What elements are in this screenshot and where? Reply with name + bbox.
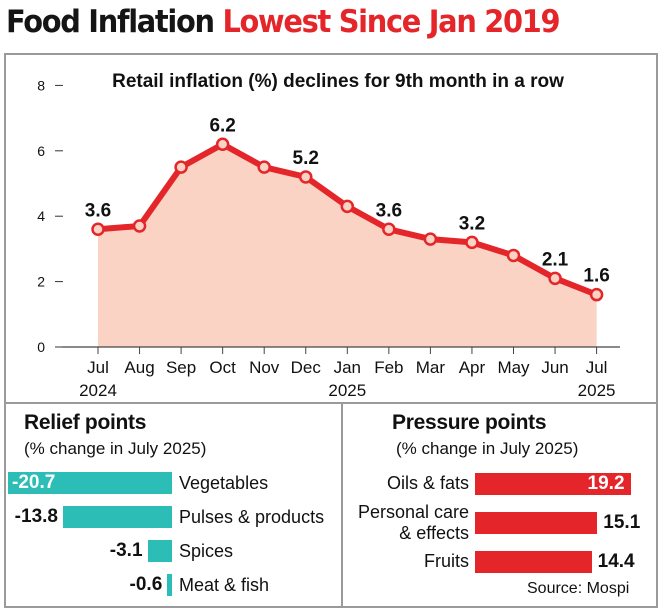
y-tick-label: 8 [37,77,45,93]
pressure-label-oils-fats: Oils & fats [386,473,469,493]
source-note: Source: Mospi [527,580,630,597]
headline-part1: Food Inflation [6,4,215,40]
pressure-bar-fruits [475,551,592,573]
relief-title: Relief points [24,411,147,434]
relief-label-spices: Spices [179,541,234,561]
pressure-bar-oils-fats [475,473,631,495]
x-tick-label: Oct [209,358,236,377]
data-point [174,160,188,174]
data-label: 2.1 [542,249,569,270]
relief-subtitle: (% change in July 2025) [24,439,207,458]
data-label-layer: 3.6 6.2 5.2 3.6 3.2 2.1 1.6 [85,115,610,286]
pressure-value-personal-care: 15.1 [603,512,641,533]
x-year-label: 2025 [328,381,366,400]
x-year-label: 2025 [578,381,616,400]
data-point [215,137,230,152]
pressure-subtitle: (% change in July 2025) [396,439,579,458]
data-label: 5.2 [293,148,319,169]
data-point [132,219,147,233]
y-tick-label: 4 [37,208,45,224]
data-point [465,235,479,250]
x-tick-label: Dec [291,358,322,377]
relief-value-pulses: -13.8 [14,506,58,527]
relief-label-vegetables: Vegetables [179,473,269,493]
data-point [506,248,521,263]
data-label: 6.2 [209,115,235,136]
data-label: 3.6 [85,200,111,221]
infographic-frame [4,53,658,608]
data-label: 3.6 [376,200,402,221]
data-label: 1.6 [583,266,609,287]
x-tick-label: Jul [586,358,608,377]
relief-bar-spices [147,540,172,562]
relief-value-meat-fish: -0.6 [129,574,163,595]
relief-value-spices: -3.1 [109,540,143,561]
area-fill [98,144,597,347]
data-point [589,287,604,302]
data-point [382,222,396,237]
data-label: 3.2 [459,213,485,234]
data-point [340,199,355,214]
relief-bar-vegetables [8,472,172,494]
relief-bar-meat-fish [167,574,172,596]
data-point [257,160,271,174]
chart-title: Retail inflation (%) declines for 9th mo… [112,71,564,92]
relief-label-meat-fish: Meat & fish [179,575,270,595]
x-tick-label: Feb [374,358,403,377]
pressure-value-fruits: 14.4 [597,551,635,572]
inflation-chart: Retail inflation (%) declines for 9th mo… [37,71,620,400]
x-tick-label: Jul [87,358,109,377]
pressure-label-fruits: Fruits [424,551,469,571]
area-layer [98,144,597,347]
x-tick-label: Apr [459,358,486,377]
panel-divider [341,402,343,608]
x-axis: Jul 2024 Aug Sep Oct Nov Dec Jan 2025 Feb Mar Apr Ma… [62,346,620,400]
y-tick-label: 2 [37,274,45,290]
data-point [299,170,313,184]
headline-part2: Lowest Since Jan 2019 [222,4,560,40]
x-tick-label: Jun [541,358,568,377]
x-tick-label: Nov [249,358,280,377]
y-tick-label: 0 [37,339,45,355]
section-divider [4,402,658,404]
relief-label-pulses: Pulses & products [179,507,325,527]
relief-value-vegetables: -20.7 [12,472,56,493]
pressure-value-oils-fats: 19.2 [587,473,625,494]
relief-bar-pulses [62,506,172,528]
x-year-label: 2024 [79,381,117,400]
pressure-bar-personal-care [475,512,598,534]
y-tick-label: 6 [37,143,45,159]
pressure-label-personal-care-line2: & effects [399,523,469,543]
x-tick-label: May [497,358,530,377]
pressure-title: Pressure points [392,411,547,434]
headline: Food Inflation Lowest Since Jan 2019 [6,4,561,52]
x-tick-label: Jan [334,358,361,377]
point-layer [91,137,604,302]
pressure-label-personal-care-line1: Personal care [357,502,469,522]
x-tick-label: Aug [124,358,154,377]
x-tick-label: Sep [166,358,196,377]
data-point [91,222,105,237]
x-tick-label: Mar [416,358,446,377]
data-point [423,232,438,246]
y-axis: 0 2 4 6 8 [37,77,63,355]
data-point [548,271,562,286]
